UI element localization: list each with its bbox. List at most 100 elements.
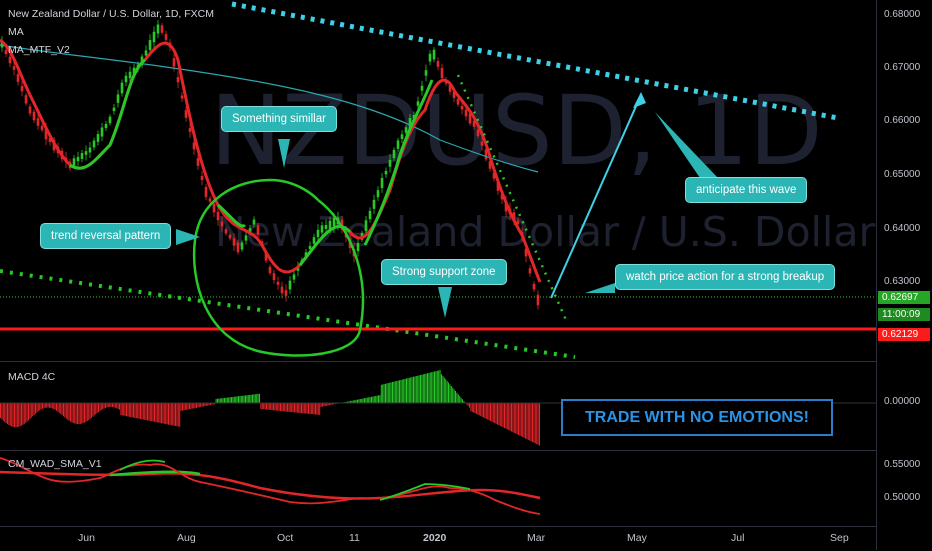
macd-bar — [102, 403, 103, 409]
macd-bar — [182, 403, 183, 411]
macd-bar — [242, 396, 243, 403]
candle-body — [285, 290, 288, 296]
macd-bar — [441, 374, 442, 403]
macd-bar — [230, 397, 231, 403]
macd-bar — [43, 403, 44, 408]
macd-bar — [476, 403, 477, 414]
candle-body — [281, 287, 284, 294]
macd-bar — [249, 395, 250, 403]
current-price-tag: 0.62697 — [878, 291, 930, 304]
macd-bar — [301, 403, 302, 413]
macd-bar — [126, 403, 127, 416]
macd-bar — [77, 403, 78, 424]
candle-body — [121, 83, 124, 94]
macd-bar — [244, 396, 245, 403]
projection-arrow-head — [633, 92, 646, 108]
macd-label[interactable]: MACD 4C — [8, 371, 55, 383]
macd-bar — [272, 403, 273, 410]
macd-bar — [193, 403, 194, 408]
macd-bar — [456, 393, 457, 403]
candle-body — [373, 200, 376, 209]
macd-bar — [449, 384, 450, 403]
macd-bar — [512, 403, 513, 432]
macd-bar — [379, 395, 380, 403]
macd-bar — [265, 403, 266, 409]
macd-bar — [46, 403, 47, 408]
macd-bar — [480, 403, 481, 416]
callout-anticipate-wave[interactable]: anticipate this wave — [685, 177, 807, 203]
macd-bar — [270, 403, 271, 410]
callout-something-similar[interactable]: Something simillar — [221, 106, 337, 132]
macd-bar — [217, 399, 218, 403]
macd-bar — [104, 403, 105, 409]
macd-bar — [239, 396, 240, 403]
callout-wave-pointer — [655, 112, 718, 178]
macd-bar — [38, 403, 39, 411]
candle-body — [97, 134, 100, 142]
macd-bar — [162, 403, 163, 423]
macd-bar — [493, 403, 494, 422]
macd-bar — [41, 403, 42, 409]
macd-bar — [69, 403, 70, 421]
macd-bar — [433, 372, 434, 403]
candle-body — [393, 150, 396, 158]
macd-bar — [403, 379, 404, 403]
macd-bar — [106, 403, 107, 407]
callout-support-zone[interactable]: Strong support zone — [381, 259, 507, 285]
macd-bar — [420, 375, 421, 403]
time-tick: May — [627, 532, 647, 544]
macd-bar — [248, 395, 249, 403]
fast-ma-green-segment-2 — [300, 226, 350, 265]
macd-bar — [60, 403, 61, 414]
macd-bar — [533, 403, 534, 443]
macd-bar — [90, 403, 91, 419]
macd-bar — [489, 403, 490, 420]
macd-bar — [361, 399, 362, 403]
macd-bar — [412, 377, 413, 403]
macd-bar — [295, 403, 296, 413]
candle-body — [161, 25, 164, 32]
macd-bar — [157, 403, 158, 422]
macd-bar — [371, 397, 372, 403]
candle-body — [533, 284, 536, 290]
candle-body — [89, 148, 92, 153]
macd-bar — [475, 403, 476, 413]
macd-bar — [186, 403, 187, 410]
macd-bar — [522, 403, 523, 437]
macd-bar — [400, 380, 401, 403]
macd-bar — [202, 403, 203, 407]
callout-trend-reversal[interactable]: trend reversal pattern — [40, 223, 171, 249]
macd-bar — [462, 399, 463, 403]
macd-bar — [17, 403, 18, 427]
macd-bar — [521, 403, 522, 436]
candle-body — [221, 222, 224, 227]
macd-bar — [200, 403, 201, 407]
macd-bar — [528, 403, 529, 440]
macd-bar — [153, 403, 154, 422]
macd-bar — [388, 383, 389, 403]
candle-body — [289, 281, 292, 290]
candle-body — [461, 106, 464, 109]
callout-watch-breakup[interactable]: watch price action for a strong breakup — [615, 264, 835, 290]
candle-body — [369, 211, 372, 219]
macd-bar — [64, 403, 65, 417]
candle-body — [105, 124, 108, 128]
indicator-ma-mtf-label[interactable]: MA_MTF_V2 — [8, 44, 70, 56]
macd-bar — [218, 399, 219, 403]
price-tick: 0.64000 — [884, 223, 920, 234]
macd-bar — [168, 403, 169, 425]
symbol-title[interactable]: New Zealand Dollar / U.S. Dollar, 1D, FX… — [8, 8, 214, 20]
macd-bar — [253, 394, 254, 403]
candle-body — [197, 158, 200, 166]
wad-label[interactable]: CM_WAD_SMA_V1 — [8, 458, 102, 470]
time-tick: 2020 — [423, 532, 446, 544]
macd-bar — [399, 380, 400, 403]
macd-bar — [14, 403, 15, 427]
macd-bar — [172, 403, 173, 425]
macd-bar — [293, 403, 294, 412]
macd-bar — [514, 403, 515, 433]
time-tick: Mar — [527, 532, 545, 544]
indicator-ma-label[interactable]: MA — [8, 26, 24, 38]
macd-bar — [503, 403, 504, 427]
macd-bar — [494, 403, 495, 423]
